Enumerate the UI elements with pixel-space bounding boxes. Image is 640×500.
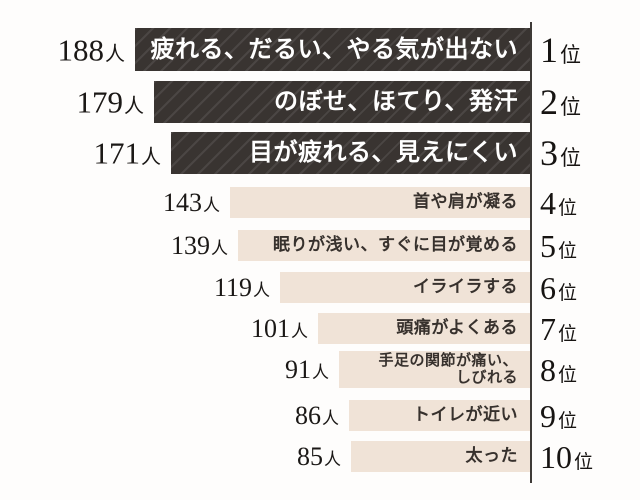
bar-label: トイレが近い <box>413 405 518 425</box>
count-label: 86 人 <box>295 400 339 430</box>
count-value: 86 <box>295 400 321 430</box>
count-label: 171 人 <box>94 138 162 169</box>
count-label: 85 人 <box>297 441 341 471</box>
bar: イライラする <box>280 272 530 303</box>
count-label: 188 人 <box>58 34 126 65</box>
rank-number: 1 <box>540 29 558 70</box>
rank-number: 6 <box>540 269 556 306</box>
bar-label: 頭痛がよくある <box>396 318 518 338</box>
bar-label: 目が疲れる、見えにくい <box>248 139 518 167</box>
count-value: 171 <box>93 135 141 171</box>
bar: 疲れる、だるい、やる気が出ない <box>135 28 530 71</box>
count-value: 101 <box>251 313 290 343</box>
count-label: 101 人 <box>251 313 308 343</box>
bar: 目が疲れる、見えにくい <box>171 132 530 174</box>
bar-label: のぼせ、ほてり、発汗 <box>273 88 518 116</box>
rank-number: 2 <box>540 82 558 122</box>
rank-suffix: 位 <box>558 364 578 386</box>
bar-label: 疲れる、だるい、やる気が出ない <box>150 35 518 63</box>
count-value: 85 <box>297 441 323 471</box>
count-unit: 人 <box>105 43 125 65</box>
bar-label: 眠りが浅い、すぐに目が覚める <box>273 235 518 255</box>
count-unit: 人 <box>124 95 144 118</box>
count-value: 119 <box>213 272 252 302</box>
bar: トイレが近い <box>349 400 530 431</box>
rank-suffix: 位 <box>558 197 578 219</box>
axis-baseline <box>530 22 532 483</box>
count-label: 91 人 <box>285 354 329 384</box>
count-label: 139 人 <box>171 230 228 260</box>
rank-suffix: 位 <box>560 95 581 119</box>
count-label: 119 人 <box>213 272 270 302</box>
rank-number: 10 <box>540 438 572 475</box>
count-unit: 人 <box>211 238 228 258</box>
count-unit: 人 <box>322 408 339 428</box>
bar: 首や肩が凝る <box>230 187 530 218</box>
bar: 太った <box>351 441 530 472</box>
count-unit: 人 <box>203 195 220 215</box>
rank-suffix: 位 <box>558 323 578 345</box>
count-value: 139 <box>171 230 210 260</box>
count-unit: 人 <box>324 449 341 469</box>
rank-number: 8 <box>540 351 556 388</box>
count-value: 91 <box>285 354 311 384</box>
count-unit: 人 <box>312 362 329 382</box>
rank-number: 4 <box>540 184 556 221</box>
bar: 頭痛がよくある <box>318 313 530 344</box>
rank-suffix: 位 <box>558 410 578 432</box>
rank-suffix: 位 <box>560 146 581 170</box>
bar: 眠りが浅い、すぐに目が覚める <box>238 230 530 261</box>
rank-suffix: 位 <box>558 282 578 304</box>
bar-label: 手足の関節が痛い、 しびれる <box>378 352 518 386</box>
count-unit: 人 <box>253 280 270 300</box>
rank-suffix: 位 <box>558 240 578 262</box>
count-unit: 人 <box>291 321 308 341</box>
count-value: 179 <box>76 84 124 120</box>
count-unit: 人 <box>141 146 161 169</box>
count-value: 188 <box>57 32 105 67</box>
count-label: 179 人 <box>77 87 145 118</box>
rank-number: 3 <box>540 133 558 173</box>
rank-suffix: 位 <box>574 451 594 473</box>
chart-row: 85 人 太った 10 位 <box>0 441 640 473</box>
rank-number: 9 <box>540 397 556 434</box>
rank-suffix: 位 <box>560 42 581 67</box>
rank-label: 10 位 <box>540 441 593 473</box>
rank-number: 7 <box>540 310 556 347</box>
bar-label: イライラする <box>413 277 518 297</box>
count-label: 143 人 <box>163 187 220 217</box>
count-value: 143 <box>163 187 202 217</box>
rank-number: 5 <box>540 227 556 264</box>
bar-label: 首や肩が凝る <box>413 192 518 212</box>
bar: 手足の関節が痛い、 しびれる <box>339 351 530 388</box>
bar-label: 太った <box>465 446 518 466</box>
bar: のぼせ、ほてり、発汗 <box>154 81 530 123</box>
